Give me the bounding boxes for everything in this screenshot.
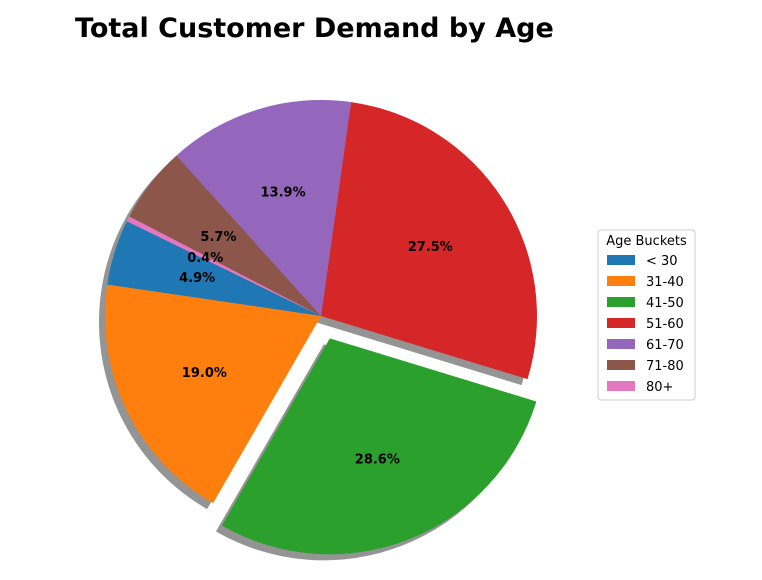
legend-swatch-61-70 bbox=[607, 339, 635, 349]
legend-swatch-30 bbox=[607, 255, 635, 265]
legend-swatch-80 bbox=[607, 381, 635, 391]
legend-items: < 30 31-40 41-50 51-60 61-70 71-80 80+ bbox=[607, 254, 684, 395]
pie-slice-80 bbox=[126, 216, 321, 316]
legend-label-61-70: 61-70 bbox=[646, 338, 684, 353]
slice-label-41-50: 28.6% bbox=[355, 452, 400, 467]
legend-title: Age Buckets bbox=[606, 234, 687, 249]
pie-slice-41-50 bbox=[221, 338, 537, 555]
legend-label-41-50: 41-50 bbox=[646, 296, 684, 311]
legend-swatch-41-50 bbox=[607, 297, 635, 307]
pie-slices bbox=[105, 100, 537, 555]
legend-swatch-71-80 bbox=[607, 360, 635, 370]
chart-title: Total Customer Demand by Age bbox=[75, 13, 554, 44]
slice-label-71-80: 5.7% bbox=[200, 230, 236, 245]
legend-swatch-51-60 bbox=[607, 318, 635, 328]
pie-slice-30 bbox=[107, 221, 321, 316]
pie-slice-51-60 bbox=[321, 102, 537, 380]
legend-label-30: < 30 bbox=[646, 254, 678, 269]
slice-label-80: 0.4% bbox=[187, 251, 223, 266]
pie-slice-61-70 bbox=[176, 100, 352, 316]
slice-label-51-60: 27.5% bbox=[408, 240, 453, 255]
legend: Age Buckets < 30 31-40 41-50 51-60 61-70 71-8… bbox=[597, 229, 696, 401]
legend-label-80: 80+ bbox=[646, 380, 673, 395]
slice-label-30: 4.9% bbox=[179, 271, 215, 286]
slice-labels: 4.9% 19.0% 28.6% 27.5% 13.9% 5.7% 0.4% bbox=[179, 186, 453, 468]
legend-label-51-60: 51-60 bbox=[646, 317, 684, 332]
legend-swatch-31-40 bbox=[607, 276, 635, 286]
pie-slice-31-40 bbox=[105, 284, 321, 504]
pie-slice-71-80 bbox=[129, 155, 321, 316]
legend-label-71-80: 71-80 bbox=[646, 359, 684, 374]
slice-label-31-40: 19.0% bbox=[182, 366, 227, 381]
legend-frame bbox=[597, 229, 696, 401]
slice-label-61-70: 13.9% bbox=[261, 186, 306, 201]
legend-label-31-40: 31-40 bbox=[646, 275, 684, 290]
